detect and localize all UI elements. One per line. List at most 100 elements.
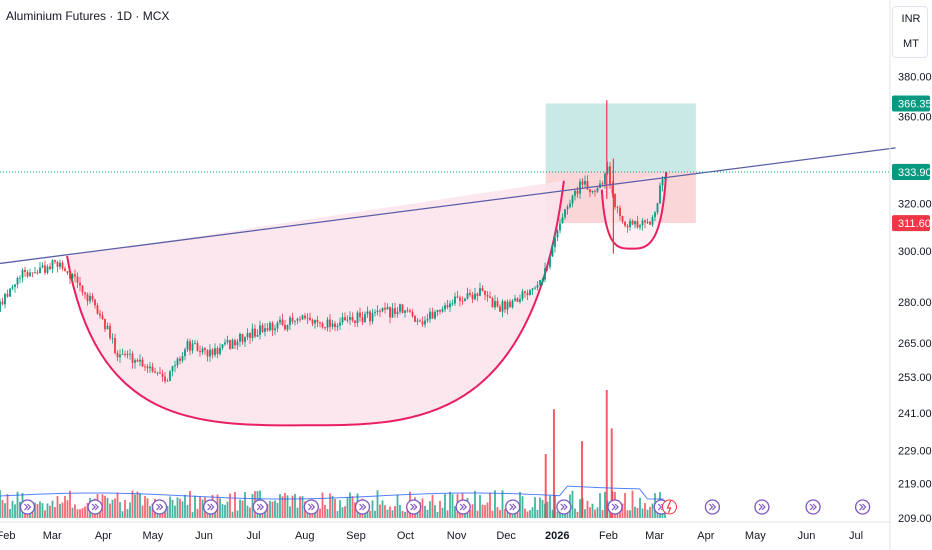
candle <box>169 371 171 381</box>
candle <box>469 293 471 295</box>
flash-icon[interactable] <box>661 499 677 515</box>
double-chevron-icon <box>758 503 766 511</box>
volume-bar <box>526 511 529 518</box>
event-icon[interactable] <box>805 499 821 515</box>
volume-bar <box>326 509 329 518</box>
event-icon[interactable] <box>455 499 471 515</box>
candle <box>359 312 361 318</box>
candle <box>199 350 201 353</box>
volume-bar <box>144 496 146 518</box>
volume-bar <box>236 510 239 518</box>
volume-bar <box>219 498 221 518</box>
event-icon[interactable] <box>303 499 319 515</box>
volume-bar <box>581 441 584 518</box>
event-icon[interactable] <box>203 499 219 515</box>
candle <box>369 311 371 322</box>
candle <box>291 317 294 322</box>
candle <box>656 203 659 213</box>
volume-bar <box>249 507 251 518</box>
volume-bar <box>169 496 171 518</box>
y-tick-label: 219.00 <box>898 479 932 491</box>
event-icon[interactable] <box>87 499 103 515</box>
volume-bar <box>14 504 16 518</box>
volume-bar <box>431 494 434 518</box>
event-icon[interactable] <box>556 499 572 515</box>
y-tick-label: 300.00 <box>898 246 932 258</box>
candle <box>271 322 274 331</box>
event-icon[interactable] <box>19 499 36 515</box>
volume-bar <box>444 493 446 518</box>
candle <box>324 327 326 329</box>
candle <box>401 304 404 313</box>
volume-bar <box>76 509 79 518</box>
candle <box>306 317 309 319</box>
event-icon[interactable] <box>151 499 168 515</box>
candle <box>651 217 654 225</box>
candle <box>216 348 219 355</box>
volume-bar <box>239 499 241 518</box>
volume-bar <box>396 494 399 518</box>
candle <box>326 319 329 328</box>
volume-bar <box>521 496 524 518</box>
volume-bar <box>421 498 424 518</box>
candle <box>416 320 419 322</box>
volume-bar <box>106 497 109 518</box>
candle <box>284 324 286 330</box>
currency-button[interactable]: INR <box>895 9 927 29</box>
unit-button[interactable]: MT <box>895 34 927 54</box>
event-icon[interactable] <box>754 499 770 515</box>
candle <box>364 314 366 323</box>
x-tick-label: 2026 <box>545 530 569 542</box>
event-icon[interactable] <box>406 499 422 515</box>
candle <box>139 359 141 362</box>
event-icon[interactable] <box>607 499 623 515</box>
event-icon[interactable] <box>354 499 371 515</box>
volume-bar <box>291 495 294 518</box>
volume-bar <box>596 507 599 518</box>
resistance-trendline[interactable] <box>0 147 896 266</box>
candle <box>41 265 44 268</box>
volume-bar <box>371 500 374 518</box>
candle <box>201 348 204 353</box>
event-icon[interactable] <box>505 499 521 515</box>
candle <box>386 306 389 310</box>
candle <box>504 301 506 310</box>
x-tick-label: Jul <box>247 530 261 542</box>
volume-bar <box>346 497 349 518</box>
volume-bar <box>429 501 431 518</box>
event-icon[interactable] <box>704 499 721 515</box>
candle <box>606 166 609 174</box>
candle <box>126 353 129 356</box>
x-tick-label: Jul <box>849 530 863 542</box>
volume-bar <box>479 494 481 518</box>
candle <box>174 365 176 367</box>
candle <box>249 332 251 339</box>
event-icon[interactable] <box>252 499 268 515</box>
x-tick-label: May <box>143 530 164 542</box>
volume-bar <box>434 505 436 518</box>
volume-bar <box>566 511 569 518</box>
candle <box>609 166 611 186</box>
candle <box>101 315 104 319</box>
candle <box>289 317 291 326</box>
candle <box>114 338 116 353</box>
candle <box>256 335 259 337</box>
volume-bar <box>241 500 244 518</box>
event-icon[interactable] <box>854 499 871 515</box>
volume-bar <box>399 504 401 518</box>
flash-icon-circle[interactable] <box>661 499 677 515</box>
volume-bar <box>451 494 454 518</box>
volume-bar <box>339 500 341 518</box>
candle <box>196 343 199 351</box>
volume-bar <box>139 493 141 518</box>
candle <box>454 296 456 304</box>
volume-bar <box>196 508 199 518</box>
candle <box>321 323 324 328</box>
volume-bar <box>81 508 84 518</box>
candle <box>536 285 539 288</box>
double-chevron-icon <box>809 503 817 511</box>
volume-bar <box>171 499 174 518</box>
candle <box>0 301 1 312</box>
